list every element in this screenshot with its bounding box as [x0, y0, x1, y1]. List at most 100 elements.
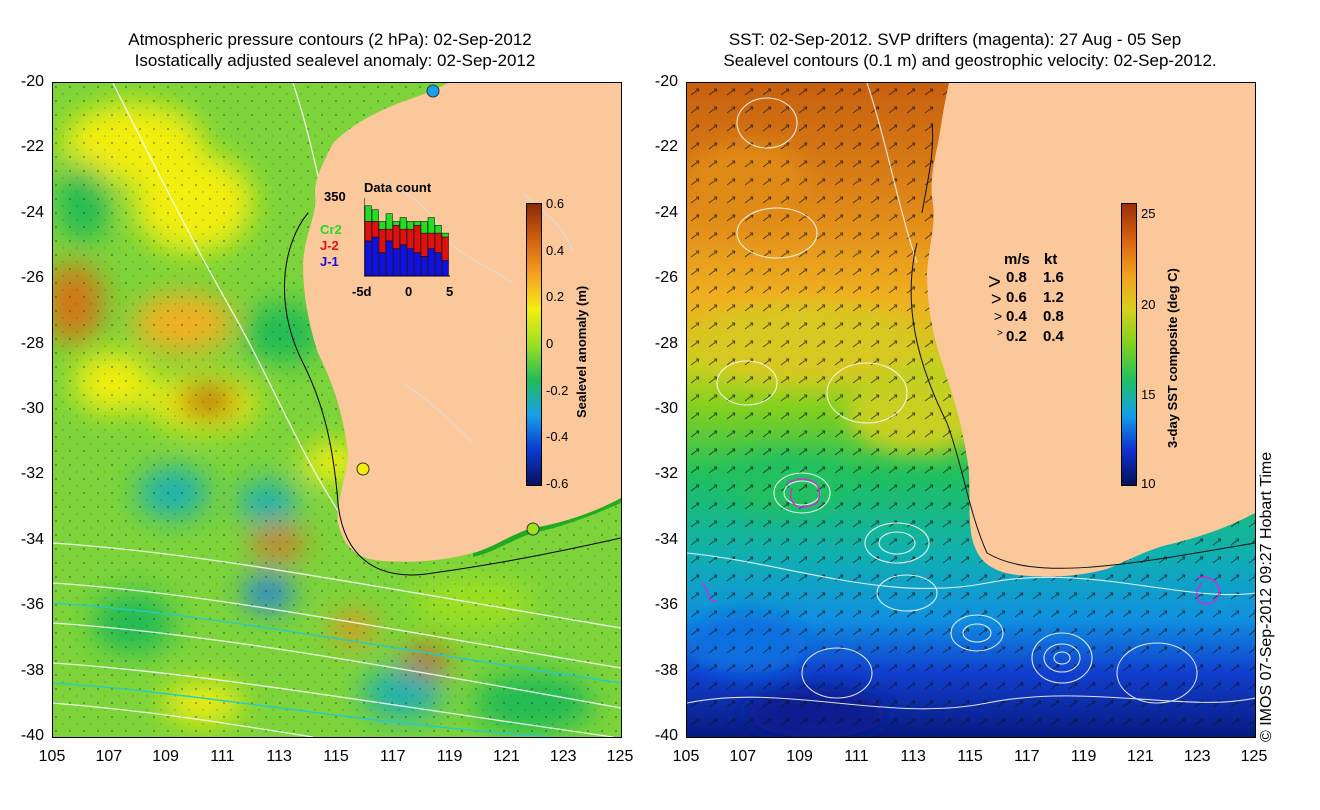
histogram-bar-red [413, 225, 421, 253]
histogram-bar-red [441, 236, 449, 261]
left-y-tick: -40 [20, 727, 44, 744]
vel-legend-kt: 0.8 [1043, 308, 1064, 325]
left-x-tick: 123 [549, 748, 577, 765]
histogram-bar-green [413, 221, 421, 226]
left-y-tick: -28 [20, 334, 44, 352]
right-y-tick: -26 [654, 269, 678, 287]
histogram-bar-green [427, 217, 435, 234]
sla-cbar-tick-5: -0.4 [546, 429, 569, 444]
histogram-bar-green [399, 217, 407, 230]
inset-xtick-0: -5d [352, 284, 372, 299]
histogram-bar-blue [364, 240, 372, 277]
sst-colorbar [1121, 203, 1137, 486]
vel-legend-arrow-icon: > [994, 308, 1003, 324]
right-sst-map[interactable] [686, 82, 1256, 738]
sst-cbar-tick-2: 15 [1141, 387, 1156, 402]
histogram-bar-green [420, 221, 428, 234]
left-x-tick: 115 [323, 748, 349, 765]
histogram-bar-blue [434, 252, 442, 277]
left-title-line2: Isostatically adjusted sealevel anomaly:… [134, 51, 536, 70]
inset-legend-j2: J-2 [320, 238, 339, 253]
right-title-line2: Sealevel contours (0.1 m) and geostrophi… [723, 51, 1217, 70]
inset-legend-j1: J-1 [320, 254, 339, 269]
histogram-bar-red [420, 232, 428, 257]
right-x-tick: 115 [957, 748, 983, 765]
sla-cbar-label: Sealevel anomaly (m) [574, 285, 589, 418]
histogram-bar-green [385, 213, 393, 230]
right-y-tick: -30 [654, 400, 678, 417]
vel-legend-header-kt: kt [1044, 251, 1058, 268]
histogram-bar-blue [441, 260, 449, 277]
vel-legend-arrow-icon: > [997, 327, 1003, 339]
inset-legend-cr2: Cr2 [320, 222, 342, 237]
sst-cbar-tick-3: 10 [1141, 476, 1156, 491]
left-y-tick: -24 [20, 203, 44, 221]
histogram-bar-green [406, 221, 414, 230]
left-title-line1: Atmospheric pressure contours (2 hPa): 0… [128, 30, 532, 49]
right-y-tick: -22 [654, 138, 678, 156]
left-y-tick: -30 [20, 400, 44, 417]
histogram-bar-blue [392, 248, 400, 277]
left-x-tick: 105 [38, 748, 66, 765]
vel-legend-ms: 0.6 [1006, 288, 1027, 306]
left-y-tick: -26 [20, 269, 44, 287]
left-y-tick: -34 [20, 530, 44, 548]
sla-cbar-tick-4: -0.2 [546, 383, 569, 398]
right-x-tick: 111 [844, 748, 869, 765]
left-sla-map[interactable] [52, 82, 622, 738]
histogram-bar-blue [413, 252, 421, 277]
inset-max-label: 350 [324, 189, 346, 204]
histogram-bar-green [434, 225, 442, 234]
histogram-bar-green [371, 209, 379, 222]
sst-cbar-tick-1: 20 [1141, 297, 1156, 312]
right-x-tick: 117 [1014, 748, 1040, 765]
sla-cbar-tick-0: 0.6 [546, 196, 565, 211]
left-x-tick: 109 [152, 748, 179, 765]
imos-credit: © IMOS 07-Sep-2012 09:27 Hobart Time [1258, 451, 1275, 742]
left-y-tick: -22 [20, 138, 44, 156]
right-title-line1: SST: 02-Sep-2012. SVP drifters (magenta)… [728, 30, 1182, 49]
left-x-tick: 117 [380, 748, 406, 765]
left-y-tick: -36 [20, 596, 44, 614]
inset-xtick-2: 5 [446, 284, 454, 299]
histogram-bar-green [378, 221, 386, 230]
right-x-tick: 109 [786, 748, 813, 765]
histogram-bar-red [434, 232, 442, 253]
histogram-bar-blue [378, 252, 386, 277]
right-y-tick: -24 [654, 203, 678, 221]
left-x-tick: 111 [210, 748, 235, 765]
right-x-tick: 121 [1127, 748, 1154, 765]
sla-cbar-tick-1: 0.4 [546, 243, 565, 258]
left-y-tick: -32 [20, 465, 44, 483]
histogram-bar-green [364, 205, 372, 222]
histogram-bar-red [378, 228, 386, 253]
vel-legend-kt: 1.2 [1043, 288, 1064, 306]
histogram-bar-green [392, 221, 400, 226]
sla-cbar-tick-6: -0.6 [546, 476, 569, 491]
right-y-tick: -38 [654, 661, 678, 679]
vel-legend-ms: 0.8 [1006, 269, 1027, 286]
right-x-tick: 113 [900, 748, 926, 765]
histogram-bar-blue [427, 248, 435, 277]
right-y-tick: -36 [654, 596, 678, 614]
left-x-tick: 119 [436, 748, 463, 765]
left-y-tick: -38 [20, 661, 44, 679]
vel-legend-arrow-icon: > [991, 288, 1002, 309]
left-x-tick: 107 [95, 748, 123, 765]
inset-title: Data count [364, 180, 432, 195]
left-x-tick: 125 [606, 748, 634, 765]
sst-cbar-label: 3-day SST composite (deg C) [1165, 268, 1180, 448]
right-x-tick: 123 [1183, 748, 1211, 765]
inset-histogram [364, 198, 450, 277]
right-y-tick: -20 [654, 73, 678, 90]
inset-xtick-1: 0 [405, 284, 413, 299]
sla-cbar-tick-2: 0.2 [546, 289, 565, 304]
right-x-tick: 105 [672, 748, 700, 765]
right-x-tick: 119 [1070, 748, 1097, 765]
right-y-tick: -32 [654, 465, 678, 483]
histogram-bar-blue [399, 244, 407, 277]
histogram-bar-blue [406, 248, 414, 277]
histogram-bar-blue [420, 256, 428, 277]
right-x-tick: 125 [1240, 748, 1268, 765]
histogram-bar-red [406, 228, 414, 249]
